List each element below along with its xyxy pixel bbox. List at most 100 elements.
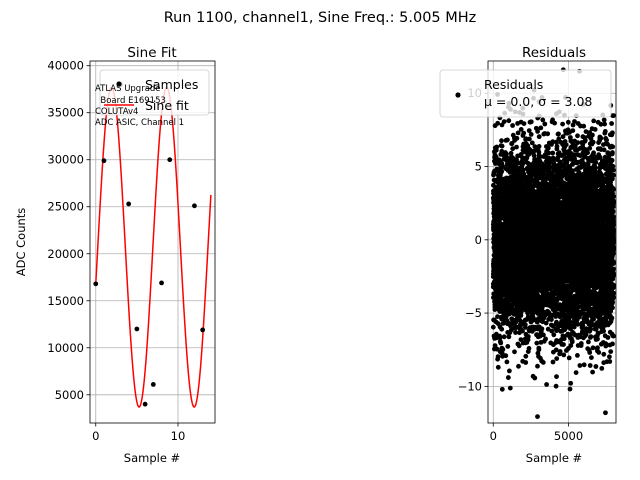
sine-fit-ytick-label: 15000 <box>47 294 84 308</box>
residual-point <box>520 167 526 173</box>
sample-point <box>200 327 206 333</box>
sine-fit-legend: Samples Sine fit <box>99 69 210 116</box>
residual-point <box>507 385 513 391</box>
residual-point <box>513 330 518 335</box>
residual-point <box>557 349 563 354</box>
figure-suptitle: Run 1100, channel1, Sine Freq.: 5.005 MH… <box>164 10 477 26</box>
residual-point <box>536 347 542 353</box>
residual-point <box>526 128 532 134</box>
residual-point <box>513 319 519 325</box>
residual-point <box>538 125 544 131</box>
sine-fit-ylabel: ADC Counts <box>14 208 28 277</box>
residual-point <box>538 154 543 160</box>
sine-fit-curve <box>95 86 212 408</box>
residual-point <box>499 143 505 149</box>
sine-fit-axes-frame <box>89 60 216 424</box>
residual-point <box>499 138 504 144</box>
sample-point <box>159 280 164 286</box>
residual-point <box>512 349 517 355</box>
sine-fit-ytick-label: 35000 <box>47 106 84 120</box>
board-annotation: ATLAS Upgrade Board E169153 COLUTAv4 ADC… <box>95 84 184 128</box>
residual-point <box>543 336 548 342</box>
residual-point <box>523 360 529 365</box>
residual-point <box>518 126 524 132</box>
residual-point <box>504 359 510 365</box>
residual-point <box>499 326 505 332</box>
residual-point <box>554 144 560 149</box>
residual-point <box>522 325 528 330</box>
residual-point <box>561 342 566 347</box>
residual-point <box>510 123 515 128</box>
residual-point <box>506 118 512 124</box>
annotation-line-2: Board E169153 <box>95 96 166 106</box>
residual-point <box>553 383 559 389</box>
sine-fit-ytick-label: 40000 <box>47 59 84 73</box>
residual-point <box>539 326 545 332</box>
sample-point <box>101 158 107 164</box>
residual-point <box>505 137 510 143</box>
residual-point <box>516 343 522 349</box>
residual-point <box>518 152 524 157</box>
annotation-line-1: ATLAS Upgrade <box>95 84 161 94</box>
residual-point <box>523 353 529 359</box>
sine-fit-xtick-label: 0 <box>92 429 99 443</box>
residual-point <box>545 145 551 151</box>
residual-point <box>495 354 501 359</box>
residual-point <box>521 130 527 136</box>
residual-point <box>540 117 546 123</box>
residual-point <box>521 121 527 126</box>
sample-point <box>134 326 140 332</box>
residual-point <box>503 353 509 359</box>
residual-point <box>526 346 532 351</box>
legend-samples-marker <box>116 81 122 87</box>
residual-point <box>507 368 512 374</box>
residual-point <box>505 344 511 349</box>
sample-point <box>150 382 156 387</box>
residual-point <box>536 134 542 140</box>
residual-point <box>544 382 549 387</box>
residual-point <box>500 347 506 352</box>
sine-fit-panel: Sine Fit 0 105000100001500020000250003000… <box>14 45 216 465</box>
residual-point <box>535 363 540 369</box>
residual-point <box>492 343 498 348</box>
residual-point <box>550 359 556 365</box>
residual-point <box>501 119 507 124</box>
residual-point <box>551 332 557 338</box>
residual-point <box>549 317 554 322</box>
residual-point <box>498 340 504 346</box>
residual-point <box>520 328 525 334</box>
residual-point <box>514 135 520 141</box>
residual-point <box>494 144 500 150</box>
residual-point <box>536 144 542 149</box>
residual-point <box>556 131 561 137</box>
sine-fit-xlabel: Sample # <box>124 451 180 465</box>
residual-point <box>490 324 496 330</box>
sample-point <box>192 203 197 209</box>
annotation-line-4: ADC ASIC, Channel 1 <box>95 118 184 128</box>
residual-point <box>518 313 524 318</box>
residual-point <box>535 414 540 419</box>
residual-point <box>499 169 505 174</box>
residual-point <box>535 129 540 134</box>
residual-point <box>506 334 512 340</box>
sample-point <box>126 201 132 207</box>
residual-point <box>554 374 559 379</box>
sine-fit-ytick-label: 25000 <box>47 200 84 214</box>
residual-point <box>514 144 519 150</box>
sample-point <box>142 401 148 407</box>
legend-samples-label: Samples <box>145 77 198 92</box>
residual-point <box>495 314 500 319</box>
residual-point <box>515 130 521 136</box>
residual-point <box>514 324 520 330</box>
sine-fit-ytick-label: 20000 <box>47 247 84 261</box>
residual-point <box>540 360 546 365</box>
residual-point <box>545 131 551 137</box>
sine-fit-ytick-label: 10000 <box>47 341 84 355</box>
residual-point <box>497 335 503 340</box>
residual-point <box>561 352 567 358</box>
sine-fit-ytick-label: 5000 <box>55 388 84 402</box>
residual-point <box>495 364 501 370</box>
residual-point <box>528 119 534 125</box>
